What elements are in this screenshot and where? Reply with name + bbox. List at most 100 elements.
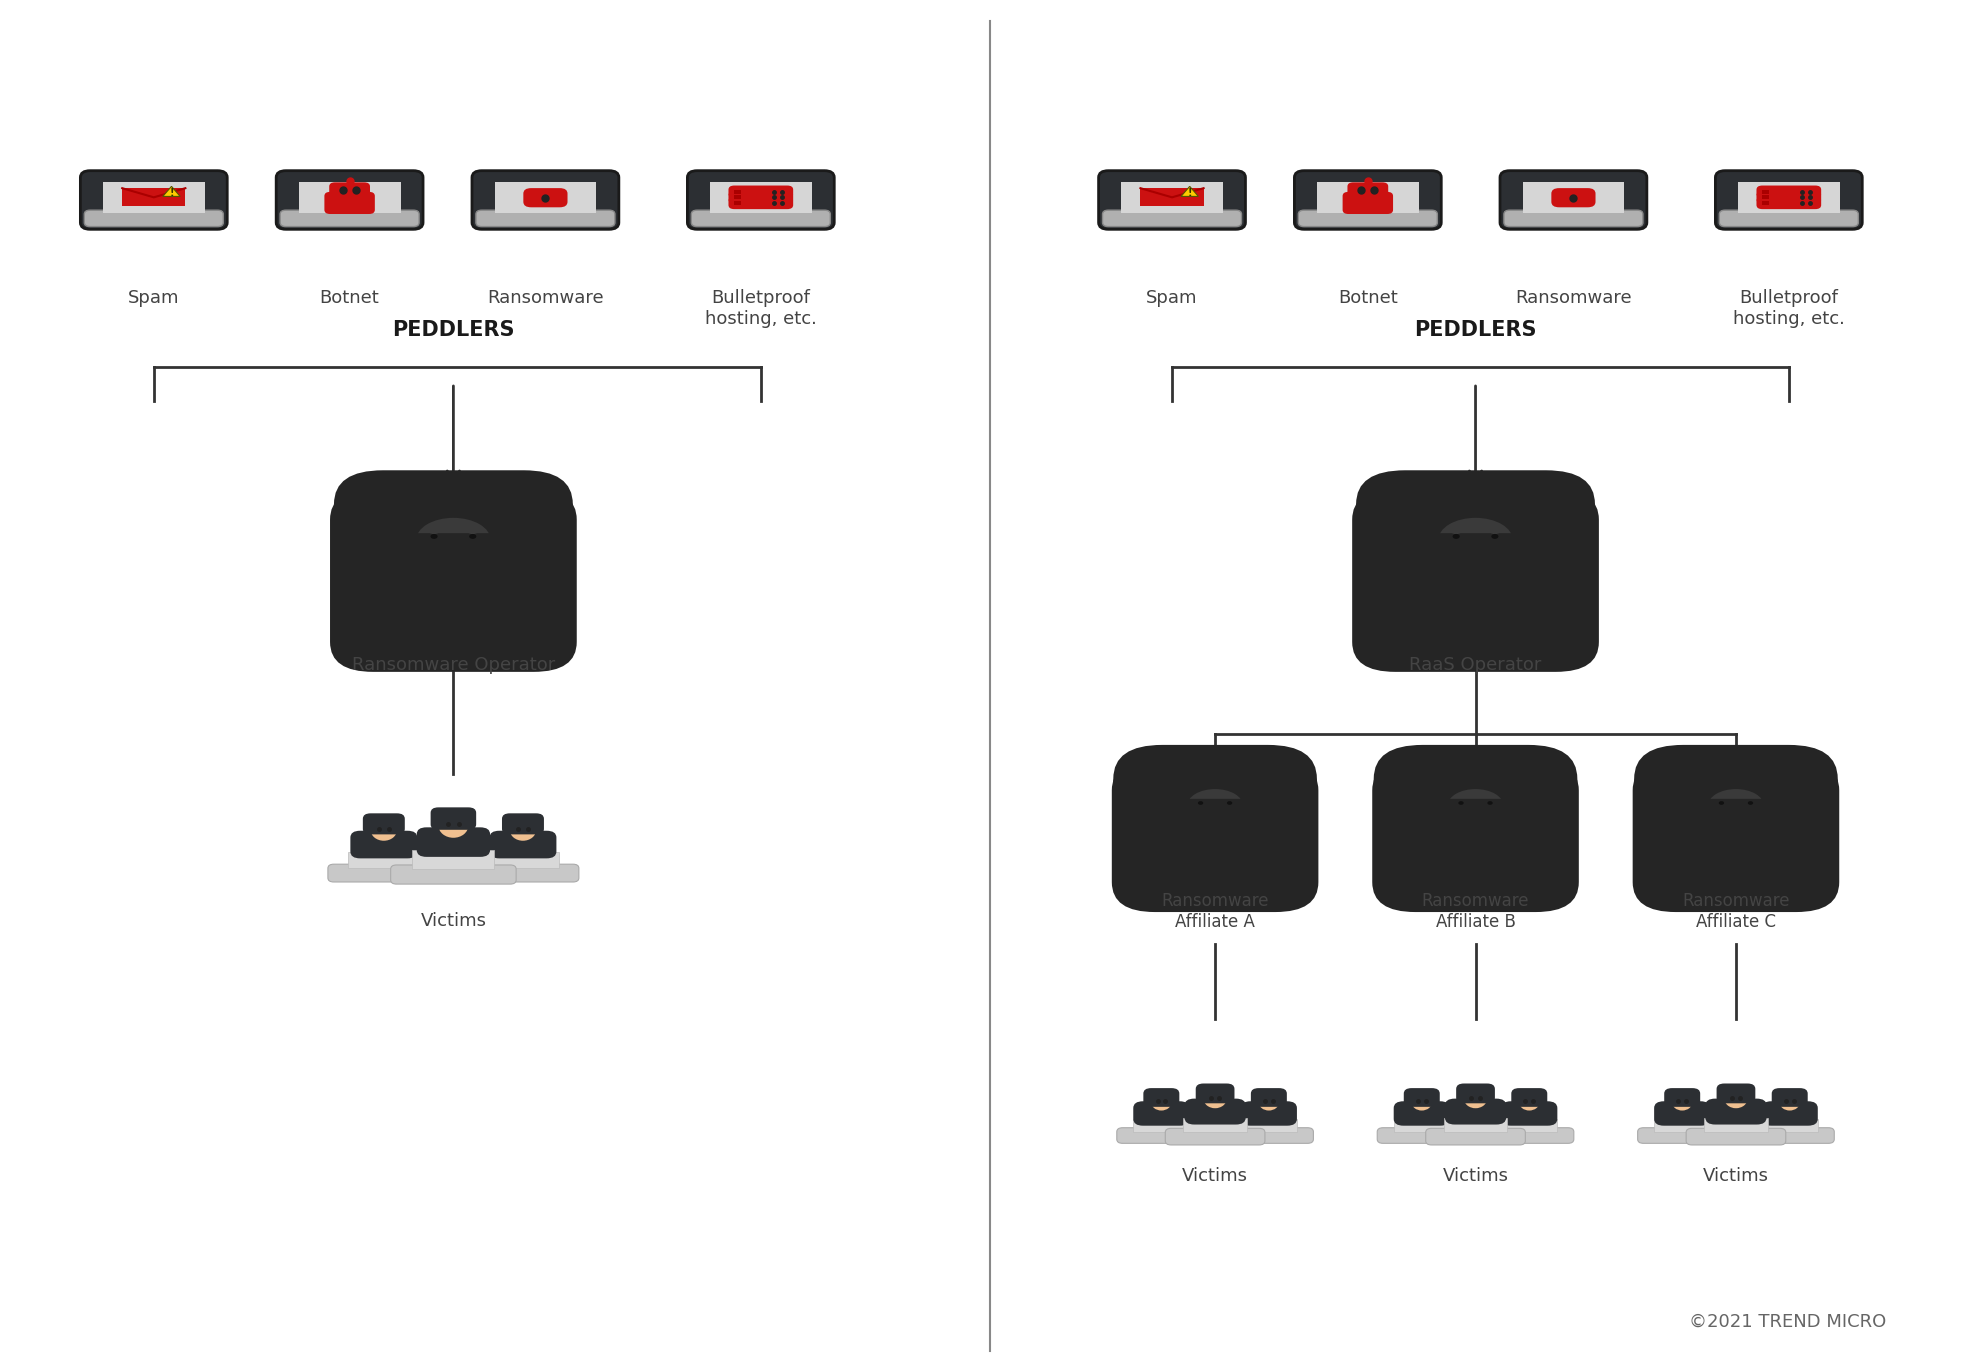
FancyBboxPatch shape xyxy=(280,210,420,226)
FancyBboxPatch shape xyxy=(1177,799,1252,829)
FancyBboxPatch shape xyxy=(1706,1099,1767,1125)
Ellipse shape xyxy=(1258,1093,1280,1110)
FancyBboxPatch shape xyxy=(1240,1120,1298,1132)
Ellipse shape xyxy=(1485,801,1495,805)
Text: Botnet: Botnet xyxy=(1337,288,1398,307)
Ellipse shape xyxy=(1447,789,1503,822)
FancyBboxPatch shape xyxy=(471,170,619,229)
FancyBboxPatch shape xyxy=(1250,1088,1288,1107)
Ellipse shape xyxy=(1203,1089,1227,1109)
FancyBboxPatch shape xyxy=(1501,170,1647,229)
FancyBboxPatch shape xyxy=(1771,1088,1808,1107)
Ellipse shape xyxy=(1463,1089,1487,1109)
FancyBboxPatch shape xyxy=(728,191,793,203)
Text: PEDDLERS: PEDDLERS xyxy=(1414,320,1536,340)
FancyBboxPatch shape xyxy=(298,182,400,214)
Ellipse shape xyxy=(1438,517,1513,563)
Text: Ransomware
Affiliate C: Ransomware Affiliate C xyxy=(1682,892,1791,932)
FancyBboxPatch shape xyxy=(1444,1118,1507,1132)
Text: Victims: Victims xyxy=(420,912,487,930)
FancyBboxPatch shape xyxy=(1347,182,1388,199)
FancyBboxPatch shape xyxy=(1374,745,1578,868)
FancyBboxPatch shape xyxy=(1376,1128,1467,1143)
FancyBboxPatch shape xyxy=(103,182,205,214)
Text: Bulletproof
hosting, etc.: Bulletproof hosting, etc. xyxy=(704,288,816,328)
Ellipse shape xyxy=(1747,801,1753,805)
FancyBboxPatch shape xyxy=(1511,1088,1548,1107)
FancyBboxPatch shape xyxy=(1655,1102,1710,1125)
FancyBboxPatch shape xyxy=(1505,210,1643,226)
Text: Ransomware
Affiliate B: Ransomware Affiliate B xyxy=(1422,892,1528,932)
Text: Victims: Victims xyxy=(1704,1168,1769,1185)
FancyBboxPatch shape xyxy=(1183,1118,1246,1132)
FancyBboxPatch shape xyxy=(1098,170,1246,229)
FancyBboxPatch shape xyxy=(1763,200,1769,204)
Ellipse shape xyxy=(465,534,479,539)
FancyBboxPatch shape xyxy=(1438,799,1513,829)
FancyBboxPatch shape xyxy=(467,864,580,882)
FancyBboxPatch shape xyxy=(1635,745,1838,868)
FancyBboxPatch shape xyxy=(1757,185,1822,198)
Text: Botnet: Botnet xyxy=(319,288,379,307)
FancyBboxPatch shape xyxy=(1394,1120,1449,1132)
FancyBboxPatch shape xyxy=(1404,1088,1440,1107)
Ellipse shape xyxy=(1745,801,1755,805)
Ellipse shape xyxy=(1197,801,1203,805)
Text: Ransomware Operator: Ransomware Operator xyxy=(351,656,554,674)
FancyBboxPatch shape xyxy=(1501,1102,1558,1125)
FancyBboxPatch shape xyxy=(1112,760,1319,912)
FancyBboxPatch shape xyxy=(503,814,544,834)
FancyBboxPatch shape xyxy=(363,814,404,834)
FancyBboxPatch shape xyxy=(416,827,491,858)
Ellipse shape xyxy=(1779,1093,1800,1110)
Ellipse shape xyxy=(1716,801,1726,805)
Text: Spam: Spam xyxy=(128,288,179,307)
FancyBboxPatch shape xyxy=(1761,1120,1818,1132)
FancyBboxPatch shape xyxy=(710,182,812,214)
Ellipse shape xyxy=(428,534,442,539)
FancyBboxPatch shape xyxy=(1745,1128,1834,1143)
FancyBboxPatch shape xyxy=(1501,1120,1558,1132)
Ellipse shape xyxy=(1489,534,1501,539)
FancyBboxPatch shape xyxy=(487,852,558,868)
Text: Ransomware: Ransomware xyxy=(1514,288,1631,307)
FancyBboxPatch shape xyxy=(1357,471,1595,613)
Ellipse shape xyxy=(1195,801,1205,805)
FancyBboxPatch shape xyxy=(1737,182,1840,214)
FancyBboxPatch shape xyxy=(1716,1084,1755,1103)
FancyBboxPatch shape xyxy=(1455,1084,1495,1103)
Ellipse shape xyxy=(1672,1093,1692,1110)
FancyBboxPatch shape xyxy=(734,189,741,193)
FancyBboxPatch shape xyxy=(495,182,596,214)
FancyBboxPatch shape xyxy=(1317,182,1418,214)
FancyBboxPatch shape xyxy=(430,807,475,830)
Ellipse shape xyxy=(1453,534,1459,539)
Text: ©2021 TREND MICRO: ©2021 TREND MICRO xyxy=(1690,1313,1887,1331)
FancyBboxPatch shape xyxy=(1633,760,1840,912)
Ellipse shape xyxy=(416,517,491,563)
Ellipse shape xyxy=(1491,534,1499,539)
FancyBboxPatch shape xyxy=(1225,1128,1313,1143)
FancyBboxPatch shape xyxy=(1426,1128,1526,1146)
FancyBboxPatch shape xyxy=(1763,189,1769,193)
Ellipse shape xyxy=(1449,534,1463,539)
Text: Spam: Spam xyxy=(1146,288,1197,307)
Text: PEDDLERS: PEDDLERS xyxy=(392,320,515,340)
Polygon shape xyxy=(1181,187,1199,196)
FancyBboxPatch shape xyxy=(1757,196,1822,209)
Ellipse shape xyxy=(1518,1093,1540,1110)
FancyBboxPatch shape xyxy=(85,210,223,226)
Text: Bulletproof
hosting, etc.: Bulletproof hosting, etc. xyxy=(1733,288,1844,328)
Text: !: ! xyxy=(170,188,174,198)
Ellipse shape xyxy=(1459,801,1463,805)
FancyBboxPatch shape xyxy=(327,864,440,882)
Ellipse shape xyxy=(511,819,536,841)
Ellipse shape xyxy=(1187,789,1242,822)
FancyBboxPatch shape xyxy=(688,170,834,229)
FancyBboxPatch shape xyxy=(1720,210,1858,226)
FancyBboxPatch shape xyxy=(276,170,424,229)
FancyBboxPatch shape xyxy=(1353,490,1599,672)
FancyBboxPatch shape xyxy=(1686,1128,1787,1146)
Ellipse shape xyxy=(1412,1093,1432,1110)
Ellipse shape xyxy=(469,534,477,539)
